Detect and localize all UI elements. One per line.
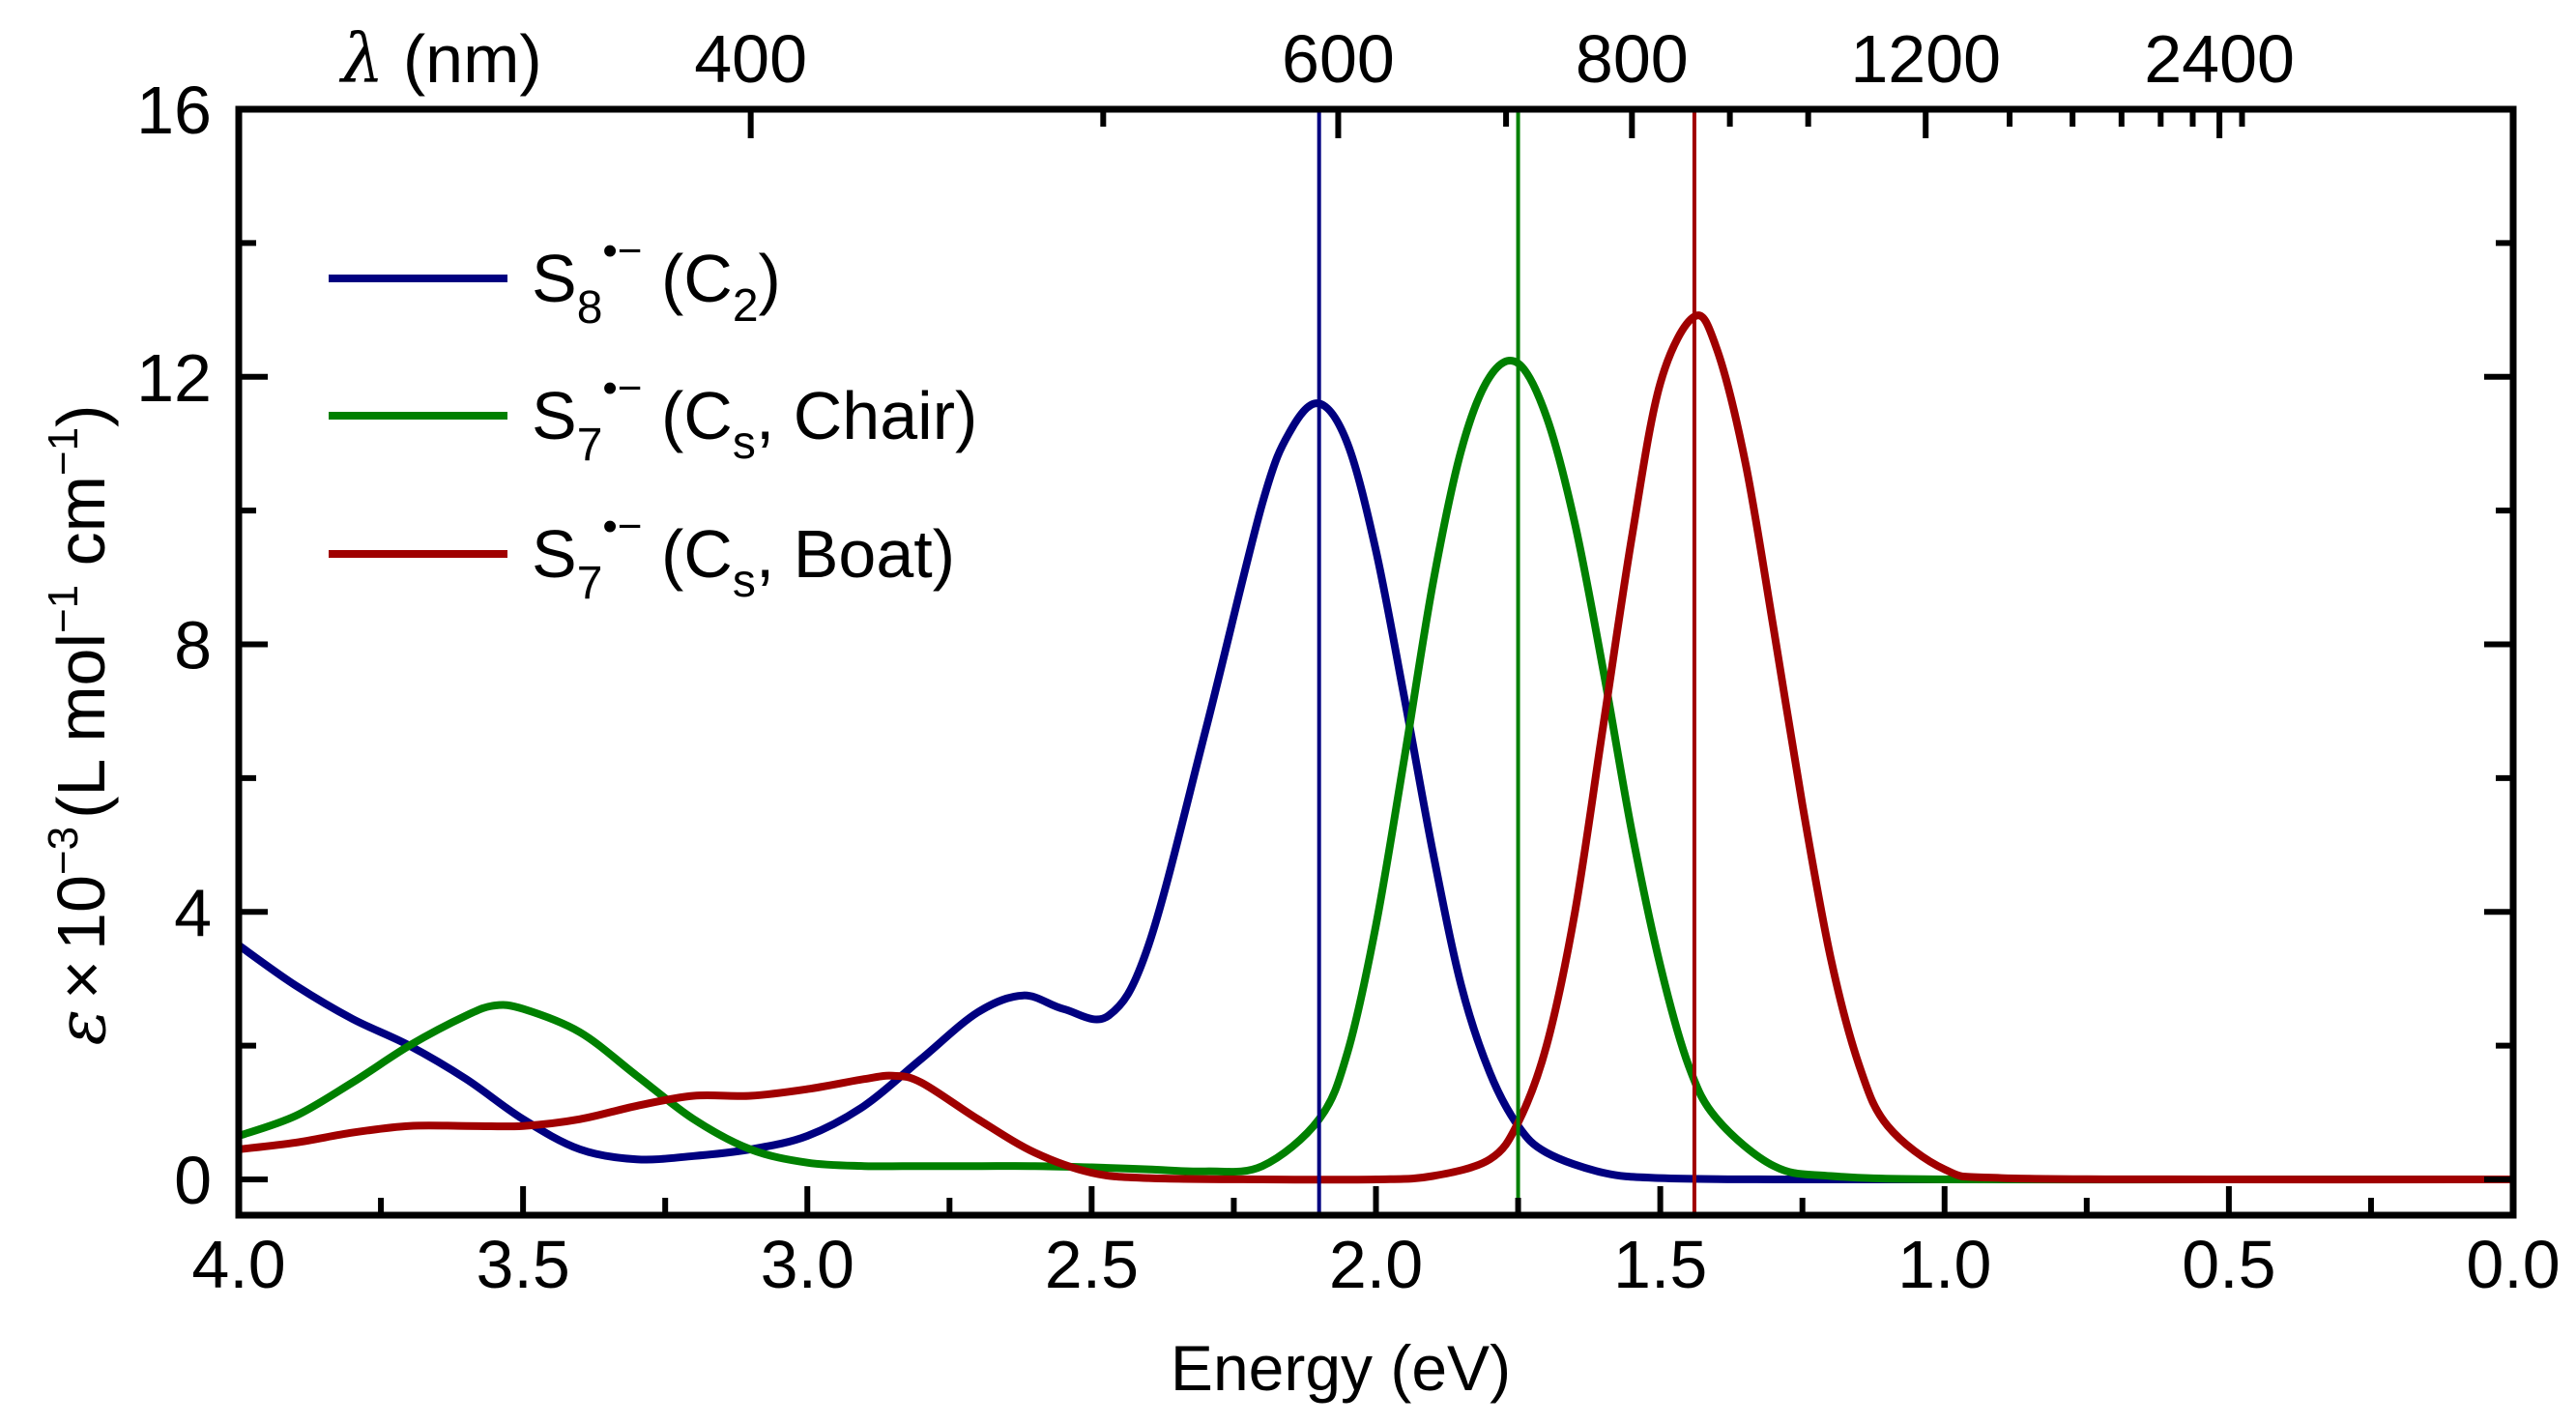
- top-tick-label: 800: [1576, 21, 1689, 97]
- x-tick-label: 1.0: [1897, 1227, 1991, 1302]
- plot-frame: [235, 105, 2517, 1219]
- y-tick-label: 0: [174, 1143, 212, 1218]
- axis-tick-labels: 4.0 3.5 3.0 2.5 2.0 1.5 1.0 0.5 0.0 0 4 8 12 16 400 600…: [136, 21, 2561, 1302]
- x-tick-label: 3.0: [761, 1227, 854, 1302]
- top-axis-title: λ (nm): [338, 19, 542, 99]
- y-tick-label: 8: [174, 608, 212, 683]
- y-units-exp1: −1: [40, 585, 87, 633]
- series-line-2: [238, 311, 2514, 1184]
- legend: S8•− (C2) S7•− (Cs, Chair) S7•− (Cs, Boa…: [329, 227, 977, 609]
- y-times: ×: [43, 960, 119, 1000]
- x-tick-label: 0.0: [2466, 1227, 2560, 1302]
- y-units-mid: cm: [43, 476, 119, 585]
- axis-ticks: [236, 106, 2516, 1215]
- series-layer: [236, 311, 2514, 1184]
- series-line-1: [237, 357, 2513, 1184]
- y-tick-label: 16: [136, 73, 212, 148]
- y-base: 10: [43, 875, 119, 950]
- top-axis-unit: (nm): [384, 21, 541, 97]
- x-tick-label: 1.5: [1613, 1227, 1707, 1302]
- legend-label-s7-chair: S7•− (Cs, Chair): [532, 364, 977, 471]
- lambda-symbol: λ: [338, 19, 384, 99]
- x-tick-label: 2.5: [1045, 1227, 1139, 1302]
- y-units-open: (L mol: [43, 633, 119, 819]
- x-tick-label: 4.0: [191, 1227, 285, 1302]
- y-symbol: ε: [42, 1009, 121, 1046]
- x-axis-title: Energy (eV): [1171, 1332, 1511, 1404]
- legend-label-s7-boat: S7•− (Cs, Boat): [532, 503, 955, 609]
- x-tick-label: 3.5: [476, 1227, 569, 1302]
- y-tick-label: 4: [174, 875, 212, 950]
- series-line-0: [236, 399, 2513, 1184]
- y-tick-label: 12: [136, 340, 212, 416]
- top-tick-label: 1200: [1850, 21, 2001, 97]
- legend-label-s8-c2: S8•− (C2): [532, 227, 781, 334]
- y-axis-title: ε×10−3(L mol−1 cm−1): [40, 405, 121, 1046]
- y-exponent: −3: [40, 827, 87, 875]
- peak-lines: [1317, 109, 1696, 1215]
- y-units-close: ): [43, 405, 119, 427]
- x-tick-label: 0.5: [2182, 1227, 2275, 1302]
- top-tick-label: 400: [694, 21, 807, 97]
- top-tick-label: 600: [1282, 21, 1395, 97]
- x-tick-label: 2.0: [1329, 1227, 1423, 1302]
- top-tick-label: 2400: [2144, 21, 2295, 97]
- y-units-exp2: −1: [40, 427, 87, 476]
